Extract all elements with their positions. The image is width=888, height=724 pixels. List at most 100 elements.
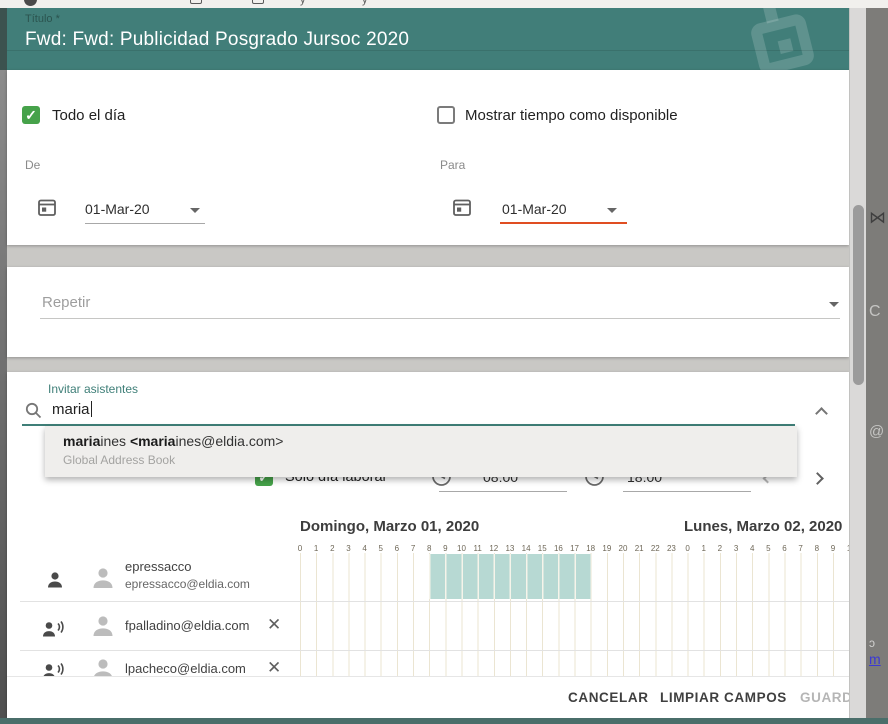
remove-attendee-icon[interactable]: ✕ <box>267 615 282 634</box>
hour-label: 1 <box>313 544 319 553</box>
free-busy-grid[interactable] <box>300 553 849 676</box>
hour-label: 5 <box>766 544 771 553</box>
autocomplete-suggestion[interactable]: mariaines <mariaines@eldia.com> <box>63 433 284 449</box>
to-date-dropdown-arrow[interactable] <box>607 208 617 213</box>
calendar-watermark-icon <box>739 8 826 70</box>
autocomplete-dropdown: mariaines <mariaines@eldia.com> Global A… <box>45 426 797 477</box>
hour-label: 8 <box>426 544 432 553</box>
background-glyph: y <box>362 0 368 6</box>
hour-label: 19 <box>602 544 612 553</box>
scrollbar-thumb[interactable] <box>853 205 864 385</box>
show-free-checkbox[interactable] <box>437 106 455 124</box>
hour-label: 20 <box>618 544 628 553</box>
hour-label: 8 <box>814 544 820 553</box>
dialog-footer: CANCELAR LIMPIAR CAMPOS GUARDAR <box>7 676 849 718</box>
datetime-section: ✓ Todo el día Mostrar tiempo como dispon… <box>7 70 849 245</box>
organizer-person-icon <box>48 572 62 588</box>
calendar-icon <box>453 199 471 216</box>
hour-label: 9 <box>830 544 836 553</box>
hour-label: 4 <box>749 544 755 553</box>
avatar <box>93 568 113 588</box>
show-free-label: Mostrar tiempo como disponible <box>465 107 678 124</box>
background-glyph: ⋈ <box>869 208 886 227</box>
hour-label: 2 <box>330 544 335 553</box>
row-divider <box>20 650 849 651</box>
to-date-field[interactable]: 01-Mar-20 <box>502 201 567 217</box>
background-glyph: ɔ <box>869 636 875 650</box>
hour-label: 5 <box>378 544 383 553</box>
from-date-field[interactable]: 01-Mar-20 <box>85 201 150 217</box>
invite-attendees-input[interactable]: maria <box>52 401 93 418</box>
hour-label: 1 <box>841 544 849 553</box>
title-input[interactable]: Fwd: Fwd: Publicidad Posgrado Jursoc 202… <box>25 29 410 50</box>
to-label: Para <box>440 158 466 172</box>
hour-label: 6 <box>782 544 787 553</box>
background-circle-icon <box>24 0 37 6</box>
background-link-fragment[interactable]: m <box>869 651 881 667</box>
hour-label: 15 <box>537 544 547 553</box>
appointment-dialog: Título * Fwd: Fwd: Publicidad Posgrado J… <box>7 8 849 718</box>
attendee-email: lpacheco@eldia.com <box>125 661 246 676</box>
background-toolbar-strip: y y <box>0 0 888 8</box>
background-square-icon <box>252 0 264 4</box>
hour-label: 11 <box>473 544 482 553</box>
hour-label: 18 <box>586 544 596 553</box>
background-bottom-bar <box>0 718 888 724</box>
attendees-section: Invitar asistentes maria ✓ Sólo día labo… <box>7 372 849 718</box>
repeat-underline <box>40 318 840 319</box>
hour-label: 7 <box>798 544 803 553</box>
hour-label: 3 <box>733 544 739 553</box>
from-date-dropdown-arrow[interactable] <box>190 208 200 213</box>
hour-label: 16 <box>553 544 563 553</box>
avatar <box>93 616 113 636</box>
clear-fields-button[interactable]: LIMPIAR CAMPOS <box>660 690 787 705</box>
busy-block <box>429 554 591 599</box>
dialog-header: Título * Fwd: Fwd: Publicidad Posgrado J… <box>7 8 849 70</box>
repeat-dropdown-arrow[interactable] <box>829 302 839 307</box>
hour-label: 14 <box>521 544 531 553</box>
title-label: Título * <box>25 13 60 25</box>
repeat-section: Repetir <box>7 267 849 357</box>
all-day-label: Todo el día <box>52 107 126 124</box>
row-divider <box>20 601 849 602</box>
attendee-notify-icon <box>43 621 64 637</box>
background-glyph: @ <box>869 423 885 440</box>
from-label: De <box>25 158 41 172</box>
hour-label: 6 <box>394 544 400 553</box>
calendar-icon <box>38 199 56 216</box>
invite-attendees-label: Invitar asistentes <box>48 382 139 396</box>
invite-underline <box>22 424 795 426</box>
cancel-button[interactable]: CANCELAR <box>568 690 649 705</box>
day2-header: Lunes, Marzo 02, 2020 <box>684 518 843 535</box>
end-time-underline <box>623 491 751 492</box>
chevron-up-icon[interactable] <box>815 407 828 420</box>
attendee-email: epressacco@eldia.com <box>125 577 250 591</box>
chevron-right-icon[interactable] <box>811 472 824 485</box>
hour-label: 1 <box>701 544 706 553</box>
save-button[interactable]: GUARDAR <box>800 690 849 705</box>
hour-label: 21 <box>634 544 644 553</box>
hour-label: 23 <box>666 544 676 553</box>
hour-label: 4 <box>362 544 367 553</box>
all-day-checkbox[interactable]: ✓ <box>22 106 40 124</box>
hour-labels-row: 0 1 2 3 4 5 6 7 8 9 10 11 12 13 14 15 16 17 18 19 20 21 22 23 0 1… <box>7 544 849 556</box>
from-date-underline <box>85 223 205 224</box>
hour-label: 10 <box>457 544 466 553</box>
remove-attendee-icon[interactable]: ✕ <box>267 658 282 677</box>
hour-label: 12 <box>489 544 499 553</box>
hour-label: 22 <box>650 544 660 553</box>
background-page-edge: ⋈ C @ ɔ m <box>866 8 888 718</box>
autocomplete-source: Global Address Book <box>63 453 176 467</box>
background-square-icon <box>190 0 202 4</box>
attendee-email: fpalladino@eldia.com <box>125 618 250 633</box>
repeat-select[interactable]: Repetir <box>42 294 91 311</box>
hour-label: 9 <box>443 544 448 553</box>
hour-label: 0 <box>685 544 690 553</box>
search-icon <box>25 402 42 419</box>
hour-label: 3 <box>346 544 351 553</box>
start-time-underline <box>439 491 567 492</box>
to-date-underline <box>500 222 627 224</box>
hour-label: 17 <box>570 544 579 553</box>
hour-label: 13 <box>505 544 515 553</box>
scrollbar-track[interactable] <box>849 8 866 718</box>
